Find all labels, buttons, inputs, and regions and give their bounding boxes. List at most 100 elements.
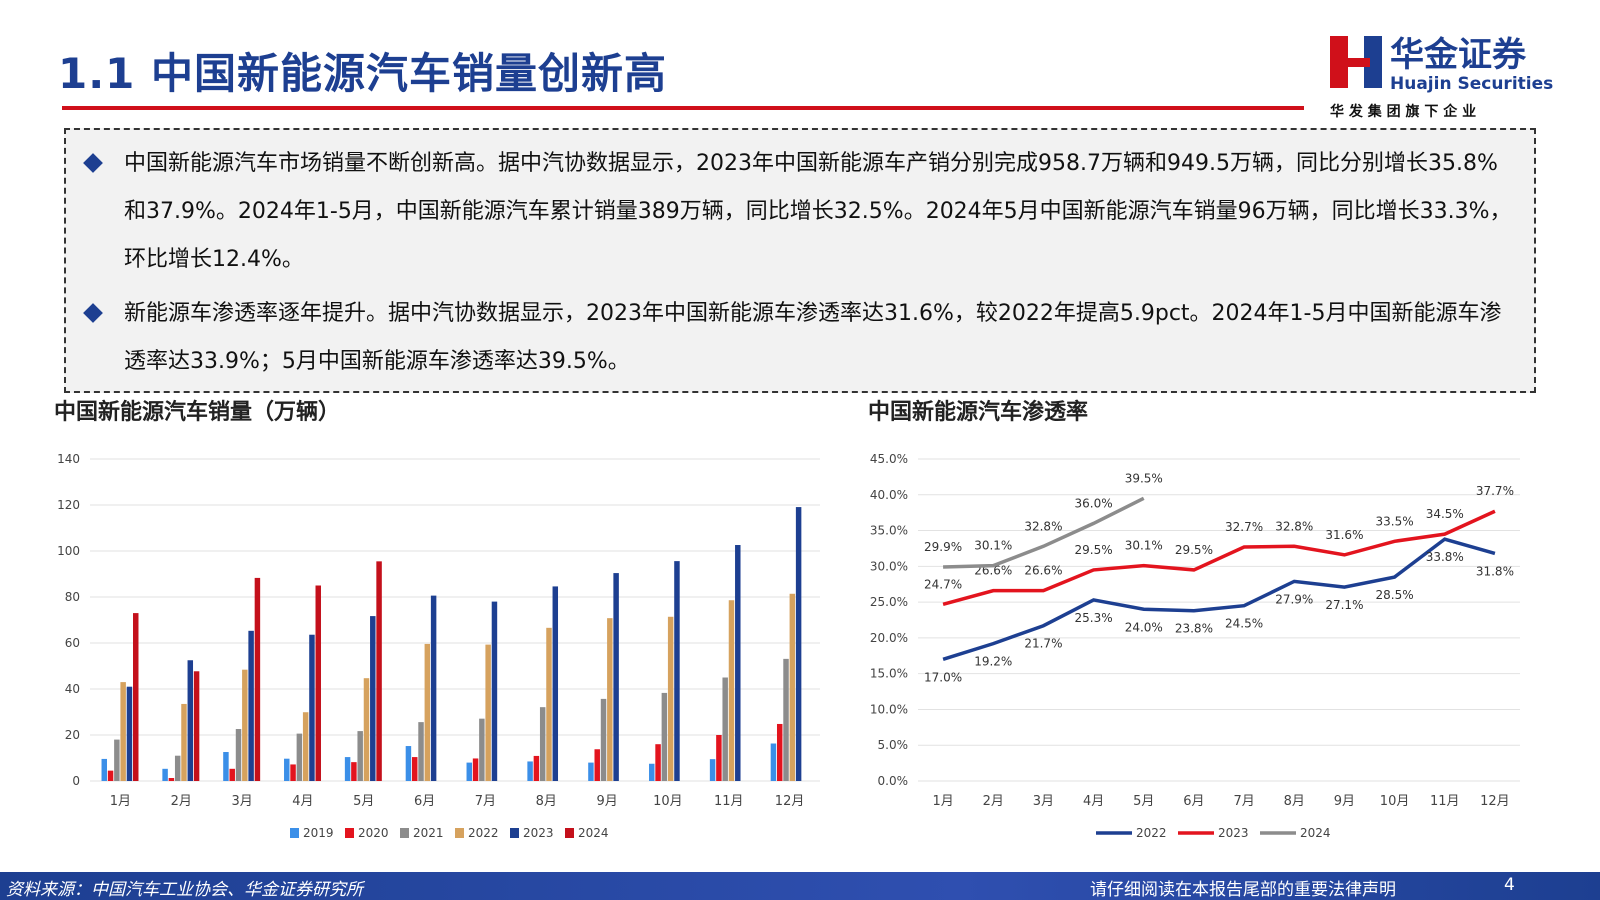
x-tick-label: 1月 xyxy=(932,794,953,809)
y-tick-label: 15.0% xyxy=(870,667,908,681)
legend-swatch xyxy=(565,828,574,838)
y-tick-label: 35.0% xyxy=(870,524,908,538)
page-number: 4 xyxy=(1504,875,1515,895)
data-label: 30.1% xyxy=(974,539,1012,553)
logo-en: Huajin Securities xyxy=(1390,74,1553,94)
x-tick-label: 6月 xyxy=(414,794,435,809)
source: 资料来源：中国汽车工业协会、华金证券研究所 xyxy=(6,880,363,900)
bar xyxy=(661,692,668,781)
x-tick-label: 7月 xyxy=(475,794,496,809)
bar xyxy=(546,627,552,781)
bar xyxy=(674,561,680,781)
bar xyxy=(315,585,321,781)
legend-label: 2022 xyxy=(468,826,499,840)
legend-label: 2023 xyxy=(1218,826,1249,840)
x-tick-label: 4月 xyxy=(1083,794,1104,809)
legend-label: 2022 xyxy=(1136,826,1167,840)
x-tick-label: 10月 xyxy=(1380,794,1410,809)
x-tick-label: 1月 xyxy=(110,794,131,809)
bar xyxy=(472,758,479,781)
legend-label: 2019 xyxy=(303,826,334,840)
bar xyxy=(107,770,114,781)
bar xyxy=(254,577,261,781)
data-label: 24.0% xyxy=(1125,620,1163,634)
bar xyxy=(770,743,777,781)
x-tick-label: 2月 xyxy=(171,794,192,809)
data-label: 36.0% xyxy=(1075,496,1113,510)
logo-name: 华金证券 xyxy=(1390,35,1527,75)
x-tick-label: 9月 xyxy=(1334,794,1355,809)
slide-title: 1.1 中国新能源汽车销量创新高 xyxy=(58,49,668,98)
bar xyxy=(284,758,290,781)
bar xyxy=(491,601,498,781)
y-tick-label: 45.0% xyxy=(870,452,908,466)
footer: 资料来源：中国汽车工业协会、华金证券研究所 请仔细阅读在本报告尾部的重要法律声明… xyxy=(0,872,1600,900)
y-tick-label: 120 xyxy=(57,498,80,512)
bar xyxy=(101,758,108,781)
data-label: 31.8% xyxy=(1476,564,1514,578)
line xyxy=(943,496,1145,569)
y-tick-label: 0.0% xyxy=(878,774,909,788)
bar xyxy=(242,669,248,781)
bar xyxy=(296,733,303,781)
legend-swatch xyxy=(400,828,409,838)
y-tick-label: 25.0% xyxy=(870,595,908,609)
charts: 中国新能源汽车销量（万辆） 0 20 40 60 80 100 120 140 1月 2月 3月 4月 5… xyxy=(54,399,1520,840)
data-label: 21.7% xyxy=(1024,637,1062,651)
line xyxy=(942,509,1496,606)
summary-box: 中国新能源汽车市场销量不断创新高。据中汽协数据显示，2023年中国新能源车产销分… xyxy=(64,128,1536,393)
x-tick-label: 6月 xyxy=(1183,794,1204,809)
data-label: 31.6% xyxy=(1325,528,1363,542)
bar xyxy=(594,749,600,781)
y-tick-label: 60 xyxy=(65,636,80,650)
logo-mark xyxy=(1342,58,1370,67)
bar xyxy=(187,660,194,781)
legend-swatch xyxy=(510,828,519,838)
data-label: 17.0% xyxy=(924,670,962,684)
data-label: 28.5% xyxy=(1376,588,1414,602)
bar xyxy=(466,762,473,781)
data-label: 30.1% xyxy=(1125,539,1163,553)
bar xyxy=(162,768,168,781)
x-tick-label: 11月 xyxy=(1430,794,1460,809)
bar xyxy=(424,643,431,781)
chart-title: 中国新能源汽车销量（万辆） xyxy=(54,399,340,425)
bar xyxy=(722,677,728,781)
notice: 请仔细阅读在本报告尾部的重要法律声明 xyxy=(1090,880,1396,900)
x-tick-label: 4月 xyxy=(292,794,313,809)
bar xyxy=(248,630,254,781)
x-tick-label: 8月 xyxy=(1284,794,1305,809)
bar xyxy=(290,764,296,781)
legend-label: 2021 xyxy=(413,826,444,840)
x-tick-label: 3月 xyxy=(1033,794,1054,809)
bar xyxy=(613,573,619,781)
bar xyxy=(120,682,126,781)
bar xyxy=(655,744,661,781)
x-tick-label: 2月 xyxy=(983,794,1004,809)
logo-sub: 华 发 集 团 旗 下 企 业 xyxy=(1330,103,1476,120)
logo-mark xyxy=(1364,36,1382,88)
bar xyxy=(533,755,540,781)
y-tick-label: 20 xyxy=(65,728,80,742)
legend-label: 2024 xyxy=(1300,826,1331,840)
data-label: 32.7% xyxy=(1225,520,1263,534)
bullet: 中国新能源汽车市场销量不断创新高。据中汽协数据显示，2023年中国新能源车产销分… xyxy=(124,140,1518,284)
data-label: 19.2% xyxy=(974,655,1012,669)
x-tick-label: 5月 xyxy=(353,794,374,809)
bar xyxy=(370,616,376,781)
bar xyxy=(168,778,175,781)
chart-title: 中国新能源汽车渗透率 xyxy=(868,399,1088,425)
data-label: 32.8% xyxy=(1275,519,1313,533)
data-label: 29.5% xyxy=(1175,543,1213,557)
x-tick-label: 7月 xyxy=(1233,794,1254,809)
data-label: 25.3% xyxy=(1075,611,1113,625)
data-label: 26.6% xyxy=(1024,564,1062,578)
bar xyxy=(309,634,315,781)
line xyxy=(942,537,1496,662)
legend-label: 2023 xyxy=(523,826,554,840)
logo-mark xyxy=(1330,36,1348,88)
data-label: 32.8% xyxy=(1024,519,1062,533)
legend-label: 2024 xyxy=(578,826,609,840)
y-tick-label: 20.0% xyxy=(870,631,908,645)
